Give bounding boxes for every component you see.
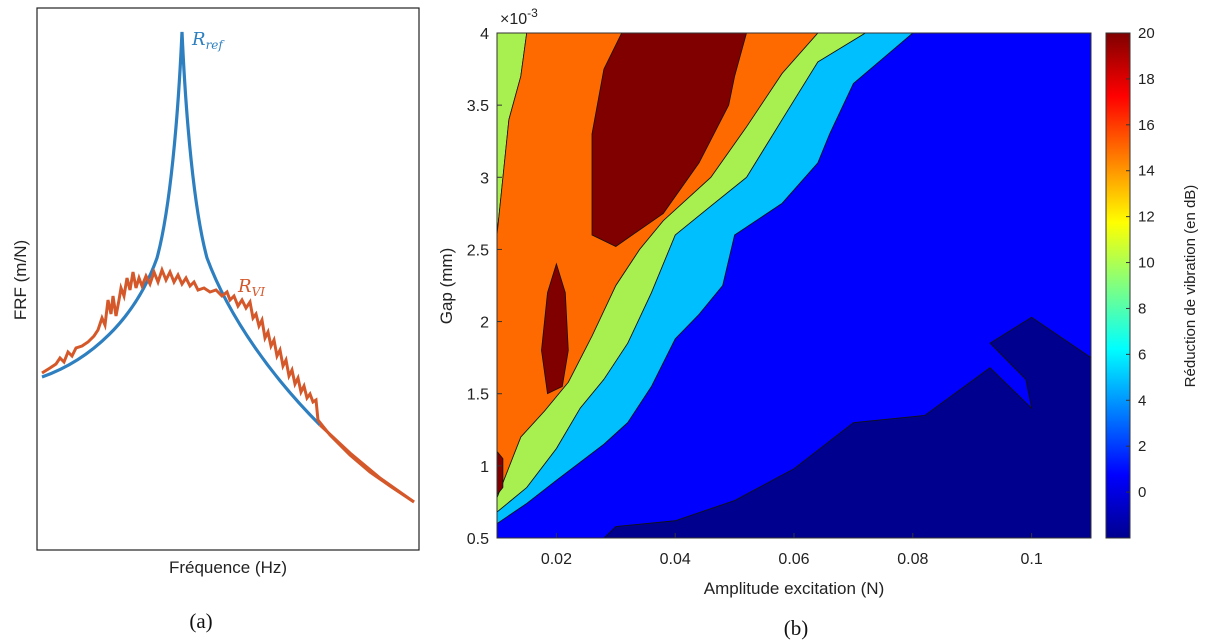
y-exponent-power: -3 — [527, 6, 538, 20]
annotation-vi-label: R — [237, 276, 252, 297]
colorbar-tick-label: 2 — [1138, 438, 1146, 455]
panel-a-xlabel: Fréquence (Hz) — [169, 558, 287, 577]
annotation-vi: RVI — [237, 276, 265, 299]
colorbar-tick-label: 4 — [1138, 392, 1146, 409]
y-tick-label: 3.5 — [467, 98, 489, 115]
colorbar — [1105, 32, 1131, 539]
x-tick-label: 0.1 — [1020, 551, 1042, 568]
colorbar-tick-label: 14 — [1138, 163, 1155, 180]
colorbar-tick-label: 12 — [1138, 209, 1155, 226]
x-tick-label: 0.06 — [778, 551, 809, 568]
contour-region-8 — [497, 450, 504, 496]
y-tick-label: 2.5 — [467, 242, 489, 259]
colorbar-label: Réduction de vibration (en dB) — [1182, 185, 1199, 388]
y-tick-label: 3 — [480, 170, 489, 187]
y-tick-label: 1.5 — [467, 387, 489, 404]
series-line-vi — [41, 265, 415, 504]
annotation-ref-label: R — [191, 29, 206, 50]
colorbar-tick-label: 10 — [1138, 255, 1155, 272]
colorbar-tick-label: 18 — [1138, 71, 1155, 88]
x-tick-label: 0.04 — [660, 551, 691, 568]
colorbar-ticks: 0 2 4 6 8 10 12 14 16 18 20 — [1126, 25, 1155, 501]
contour-region-7 — [541, 262, 569, 395]
y-exponent-base: ×10 — [500, 11, 527, 28]
colorbar-tick-label: 16 — [1138, 117, 1155, 134]
series-line-ref — [41, 31, 322, 427]
panel-b-xlabel: Amplitude excitation (N) — [704, 579, 884, 598]
series-tail — [318, 423, 415, 504]
panel-b: 0.02 0.04 0.06 0.08 0.1 0.5 1 1.5 2 2.5 3 3.5 4 ×10… — [437, 6, 1199, 640]
y-tick-label: 0.5 — [467, 531, 489, 548]
contour-regions — [497, 33, 1091, 538]
y-tick-label: 1 — [480, 459, 489, 476]
panel-a-ylabel: FRF (m/N) — [11, 240, 30, 320]
x-tick-label: 0.08 — [897, 551, 928, 568]
colorbar-tick-label: 8 — [1138, 300, 1146, 317]
panel-b-caption: (b) — [784, 616, 809, 640]
panel-a: Rref RVI FRF (m/N) Fréquence (Hz) (a) — [11, 7, 420, 633]
annotation-ref-subscript: ref — [206, 38, 226, 52]
colorbar-tick-label: 6 — [1138, 346, 1146, 363]
x-tick-label: 0.02 — [541, 551, 572, 568]
panel-b-ylabel: Gap (mm) — [437, 248, 456, 325]
y-exponent: ×10-3 — [500, 6, 538, 28]
contour-region-5 — [497, 33, 819, 498]
colorbar-tick-label: 0 — [1138, 484, 1146, 501]
y-ticks: 0.5 1 1.5 2 2.5 3 3.5 4 — [467, 26, 502, 548]
y-tick-label: 2 — [480, 315, 489, 332]
annotation-vi-subscript: VI — [252, 285, 266, 299]
annotation-ref: Rref — [191, 29, 225, 52]
contour-region-6 — [591, 33, 747, 247]
y-tick-label: 4 — [480, 26, 489, 43]
x-ticks: 0.02 0.04 0.06 0.08 0.1 — [541, 533, 1043, 568]
colorbar-tick-label: 20 — [1138, 25, 1155, 42]
panel-a-frame — [36, 7, 420, 551]
panel-a-caption: (a) — [189, 609, 212, 633]
